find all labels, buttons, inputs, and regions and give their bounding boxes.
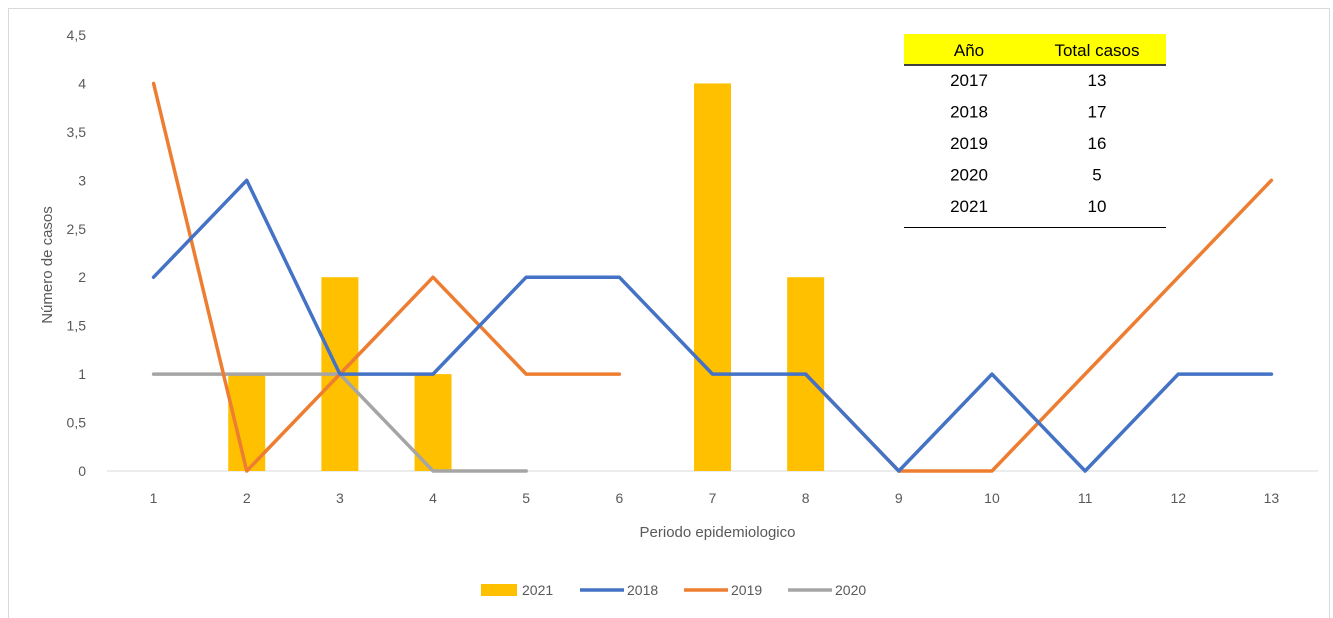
y-tick-label: 2,5 [67, 221, 87, 237]
x-tick-label: 11 [1078, 490, 1093, 506]
x-tick-label: 13 [1264, 490, 1280, 506]
y-tick-label: 0 [78, 463, 86, 479]
x-tick-label: 10 [984, 490, 1000, 506]
x-tick-label: 9 [895, 490, 903, 506]
legend-label: 2020 [835, 582, 866, 598]
y-tick-label: 3 [78, 172, 86, 188]
y-tick-label: 1,5 [67, 318, 87, 334]
legend-label: 2018 [627, 582, 658, 598]
x-tick-label: 7 [709, 490, 717, 506]
y-tick-label: 2 [78, 269, 86, 285]
bar-2021 [694, 83, 731, 471]
table-cell: 10 [1088, 197, 1107, 216]
table-cell: 16 [1088, 134, 1107, 153]
x-tick-label: 3 [336, 490, 344, 506]
y-tick-label: 3,5 [67, 124, 87, 140]
table-cell: 17 [1088, 103, 1107, 122]
y-axis-ticks: 0 0,5 1 1,5 2 2,5 3 3,5 4 4,5 [67, 27, 87, 479]
x-tick-label: 1 [150, 490, 158, 506]
x-tick-label: 12 [1170, 490, 1186, 506]
table-cell: 13 [1088, 71, 1107, 90]
table-header-cell: Total casos [1054, 41, 1139, 60]
y-axis-title: Número de casos [39, 206, 56, 324]
legend: 2021 2018 2019 2020 [481, 582, 866, 598]
table-cell: 2021 [950, 197, 988, 216]
x-tick-label: 2 [243, 490, 251, 506]
x-axis-ticks: 1 2 3 4 5 6 7 8 9 10 11 12 13 [150, 490, 1280, 506]
x-tick-label: 5 [522, 490, 530, 506]
y-tick-label: 1 [78, 366, 86, 382]
line-2019 [806, 180, 1272, 471]
table-cell: 2020 [950, 166, 988, 185]
x-tick-label: 6 [615, 490, 623, 506]
y-tick-label: 0,5 [67, 415, 87, 431]
table-header-cell: Año [954, 41, 984, 60]
table-cell: 2019 [950, 134, 988, 153]
legend-swatch-2021 [481, 584, 517, 596]
table-cell: 5 [1092, 166, 1101, 185]
summary-table: Año Total casos 2017 13 2018 17 2019 16 2020 5 202… [904, 34, 1166, 228]
legend-label: 2019 [731, 582, 762, 598]
y-tick-label: 4,5 [67, 27, 87, 43]
x-axis-title: Periodo epidemiologico [640, 524, 796, 541]
legend-label: 2021 [522, 582, 553, 598]
x-tick-label: 4 [429, 490, 437, 506]
y-tick-label: 4 [78, 75, 86, 91]
table-cell: 2018 [950, 103, 988, 122]
x-tick-label: 8 [802, 490, 810, 506]
table-cell: 2017 [950, 71, 988, 90]
